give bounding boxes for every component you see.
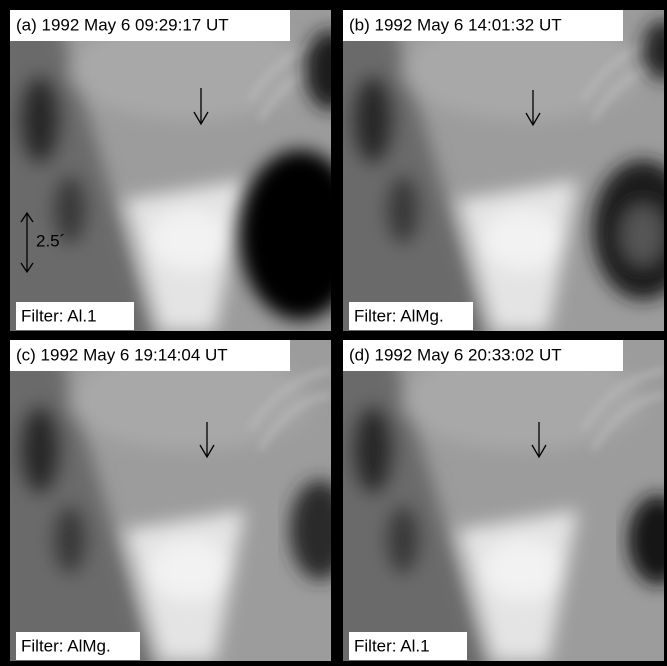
panel-c: (c) 1992 May 6 19:14:04 UT Filter: AlMg. <box>0 320 351 666</box>
panel-title: (b) 1992 May 6 14:01:32 UT <box>349 15 562 34</box>
filter-label: Filter: Al.1 <box>21 306 97 325</box>
filter-label: Filter: AlMg. <box>354 306 444 325</box>
panel-title: (a) 1992 May 6 09:29:17 UT <box>16 15 229 34</box>
filter-label: Filter: AlMg. <box>21 636 111 655</box>
panel-title: (c) 1992 May 6 19:14:04 UT <box>16 345 228 364</box>
scale-label: 2.5´ <box>36 231 65 250</box>
panel-b: (b) 1992 May 6 14:01:32 UT Filter: AlMg. <box>323 0 667 351</box>
panel-a: (a) 1992 May 6 09:29:17 UT 2.5´ Filter: … <box>0 0 360 351</box>
filter-label: Filter: Al.1 <box>354 636 430 655</box>
panel-d: (d) 1992 May 6 20:33:02 UT Filter: Al.1 <box>323 320 667 666</box>
panel-title: (d) 1992 May 6 20:33:02 UT <box>349 345 562 364</box>
figure: (a) 1992 May 6 09:29:17 UT 2.5´ Filter: … <box>0 0 667 666</box>
